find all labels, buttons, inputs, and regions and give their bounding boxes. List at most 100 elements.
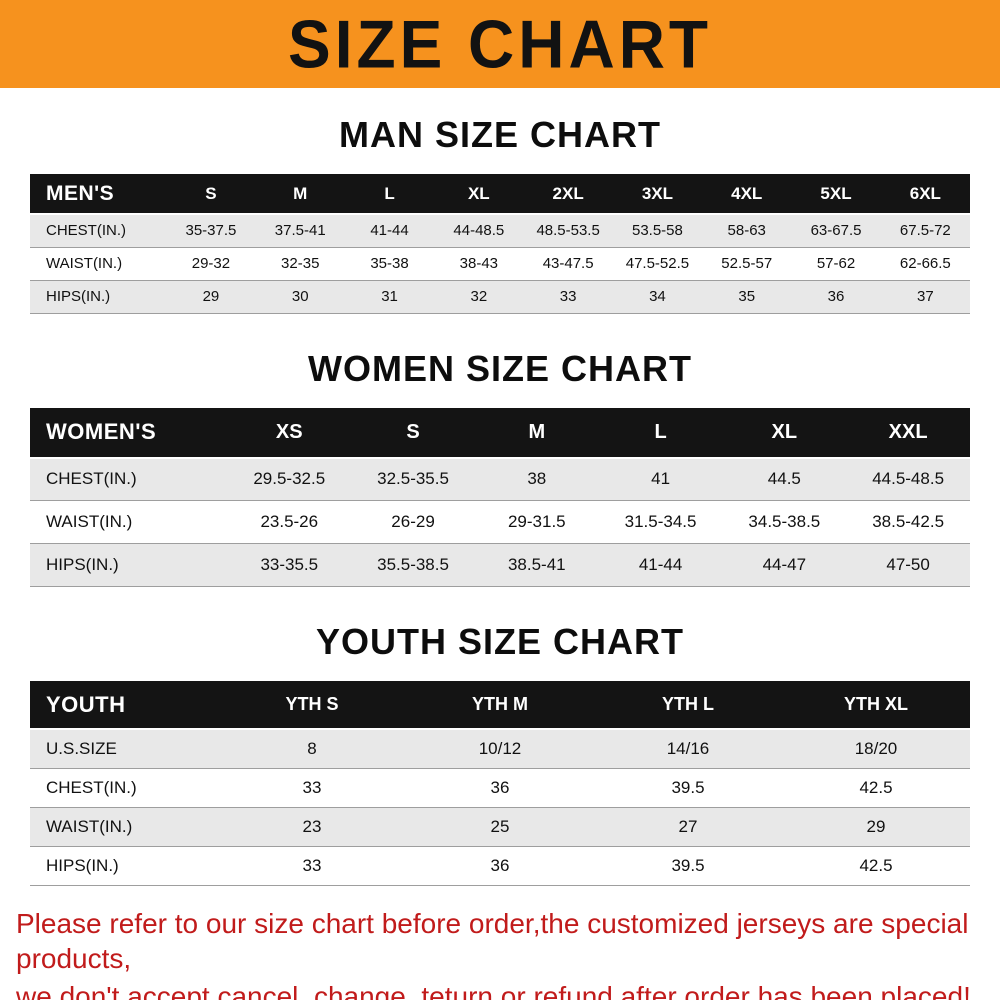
measurement-value: 31.5-34.5 [598,500,723,544]
measurement-value: 41 [598,457,723,501]
measurement-label: CHEST(IN.) [30,768,218,807]
man-size-chart-heading: MAN SIZE CHART [339,114,661,155]
measurement-row: WAIST(IN.) 29-32 32-35 35-38 38-43 43-47.5 47.… [30,247,970,280]
womens-size-table: WOMEN'S XS S M L XL XXL CHEST(IN.) 29.5-32.5 32.5… [30,407,970,588]
size-column-header: M [255,174,345,214]
measurement-value: 25 [406,807,594,846]
size-column-header: 2XL [523,174,613,214]
measurement-value: 42.5 [782,846,970,885]
measurement-value: 27 [594,807,782,846]
measurement-value: 41-44 [344,214,435,247]
measurement-label: HIPS(IN.) [30,543,228,587]
measurement-value: 44.5-48.5 [846,457,970,501]
measurement-row: CHEST(IN.) 29.5-32.5 32.5-35.5 38 41 44.5 44.5… [30,457,970,501]
banner: SIZE CHART [0,0,1000,88]
measurement-label: HIPS(IN.) [30,280,167,313]
measurement-row: CHEST(IN.) 33 36 39.5 42.5 [30,768,970,807]
footer-note: Please refer to our size chart before or… [0,906,1000,1000]
measurement-value: 23.5-26 [227,500,352,544]
measurement-value: 33 [218,846,406,885]
table-header-label: MEN'S [30,174,167,214]
youth-size-table: YOUTH YTH S YTH M YTH L YTH XL U.S.SIZE 8 10/12… [30,681,970,886]
measurement-value: 35-37.5 [166,214,256,247]
measurement-label: WAIST(IN.) [30,500,228,544]
size-column-header: 4XL [702,174,792,214]
table-header-row: WOMEN'S XS S M L XL XXL [30,407,970,458]
size-column-header: S [166,174,256,214]
measurement-value: 39.5 [594,846,782,885]
measurement-value: 43-47.5 [523,247,613,280]
measurement-row: HIPS(IN.) 33-35.5 35.5-38.5 38.5-41 41-44 44-… [30,543,970,587]
measurement-value: 33 [523,280,613,313]
measurement-value: 48.5-53.5 [523,214,613,247]
size-column-header: YTH M [406,681,594,729]
measurement-value: 30 [255,280,345,313]
measurement-value: 29-31.5 [474,500,599,544]
women-size-chart-heading: WOMEN SIZE CHART [308,347,692,389]
measurement-value: 67.5-72 [880,214,970,247]
measurement-value: 36 [406,846,594,885]
measurement-value: 38.5-41 [474,543,599,587]
youth-size-chart-section: YOUTH SIZE CHART YOUTH YTH S YTH M YTH L YTH… [0,621,1000,886]
measurement-value: 39.5 [594,768,782,807]
measurement-label: U.S.SIZE [30,729,218,768]
measurement-value: 37 [880,280,970,313]
women-size-chart-section: WOMEN SIZE CHART WOMEN'S XS S M L XL XXL CHEST(… [0,348,1000,588]
size-column-header: YTH S [218,681,406,729]
measurement-label: WAIST(IN.) [30,807,218,846]
measurement-value: 63-67.5 [791,214,881,247]
measurement-value: 29 [166,280,256,313]
measurement-row: HIPS(IN.) 29 30 31 32 33 34 35 36 37 [30,280,970,313]
measurement-value: 57-62 [791,247,881,280]
size-column-header: S [351,407,475,458]
measurement-value: 33 [218,768,406,807]
size-charts: MAN SIZE CHART MEN'S S M L XL 2XL 3XL 4XL 5XL 6XL… [0,114,1000,886]
measurement-value: 38.5-42.5 [846,500,970,544]
size-column-header: XL [722,407,847,458]
measurement-value: 38-43 [434,247,524,280]
measurement-value: 62-66.5 [880,247,970,280]
measurement-row: HIPS(IN.) 33 36 39.5 42.5 [30,846,970,885]
measurement-value: 41-44 [598,543,723,587]
mens-size-table: MEN'S S M L XL 2XL 3XL 4XL 5XL 6XL CHEST(IN.) 35-37… [30,174,970,314]
size-column-header: 6XL [880,174,970,214]
measurement-value: 58-63 [702,214,792,247]
size-column-header: L [598,407,723,458]
table-header-row: MEN'S S M L XL 2XL 3XL 4XL 5XL 6XL [30,174,970,214]
size-column-header: XL [434,174,524,214]
table-header-label: YOUTH [30,681,218,729]
measurement-value: 42.5 [782,768,970,807]
measurement-row: U.S.SIZE 8 10/12 14/16 18/20 [30,729,970,768]
measurement-label: CHEST(IN.) [30,214,167,247]
size-column-header: L [344,174,435,214]
man-size-chart-section: MAN SIZE CHART MEN'S S M L XL 2XL 3XL 4XL 5XL 6XL… [0,114,1000,314]
measurement-value: 37.5-41 [255,214,345,247]
measurement-value: 52.5-57 [702,247,792,280]
size-column-header: M [474,407,599,458]
measurement-value: 26-29 [351,500,475,544]
measurement-value: 29-32 [166,247,256,280]
measurement-value: 47-50 [846,543,970,587]
measurement-row: WAIST(IN.) 23 25 27 29 [30,807,970,846]
size-column-header: 5XL [791,174,881,214]
size-column-header: YTH L [594,681,782,729]
measurement-value: 23 [218,807,406,846]
measurement-value: 32 [434,280,524,313]
measurement-value: 34 [612,280,703,313]
measurement-value: 44.5 [722,457,847,501]
measurement-value: 8 [218,729,406,768]
measurement-value: 33-35.5 [227,543,352,587]
measurement-value: 35.5-38.5 [351,543,475,587]
banner-title: SIZE CHART [288,5,712,83]
measurement-value: 34.5-38.5 [722,500,847,544]
size-column-header: YTH XL [782,681,970,729]
measurement-value: 35-38 [344,247,435,280]
measurement-value: 32.5-35.5 [351,457,475,501]
measurement-value: 31 [344,280,435,313]
measurement-row: CHEST(IN.) 35-37.5 37.5-41 41-44 44-48.5 48.5… [30,214,970,247]
measurement-value: 44-47 [722,543,847,587]
measurement-value: 29 [782,807,970,846]
measurement-value: 53.5-58 [612,214,703,247]
measurement-value: 14/16 [594,729,782,768]
